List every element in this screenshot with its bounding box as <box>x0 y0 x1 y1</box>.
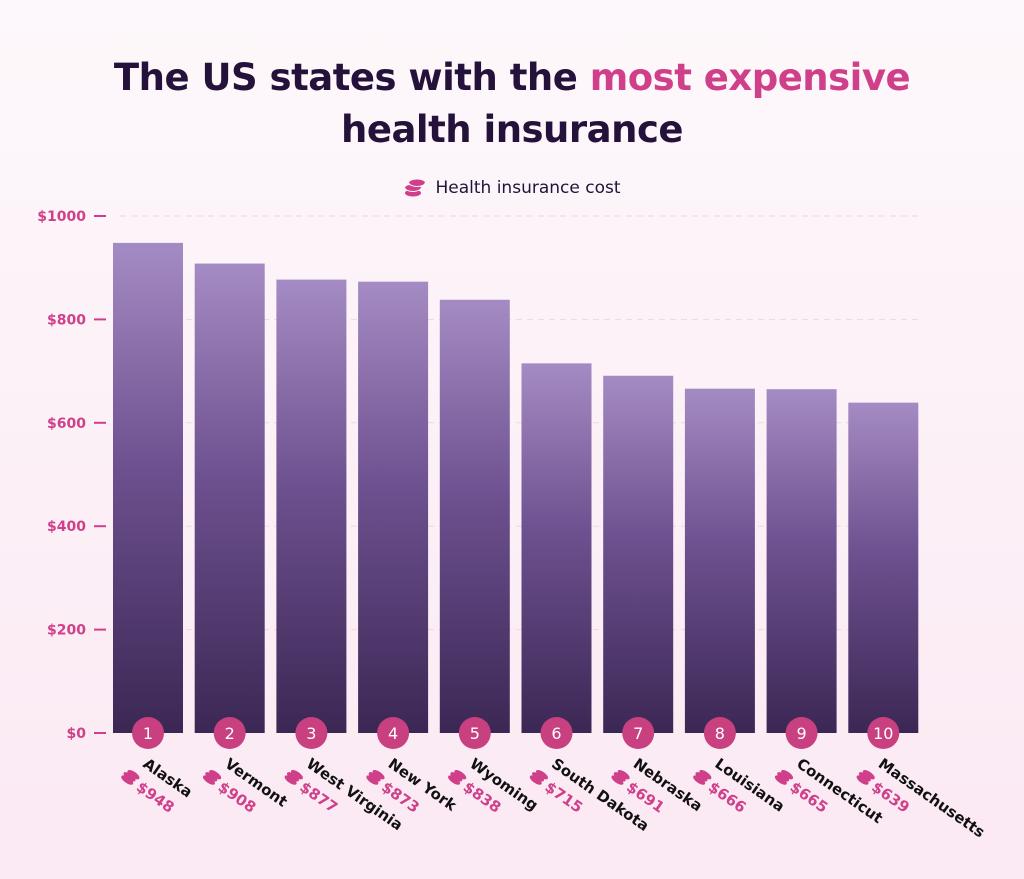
legend: Health insurance cost <box>0 176 1024 200</box>
coins-icon <box>529 769 548 785</box>
rank-number: 5 <box>470 724 480 743</box>
rank-number: 8 <box>715 724 725 743</box>
rank-number: 6 <box>551 724 561 743</box>
y-tick-label: $0 <box>67 726 87 742</box>
category-label-group: Connecticut$665 <box>774 755 886 827</box>
title-part2: health insurance <box>341 108 683 151</box>
coins-icon <box>856 769 875 785</box>
rank-badge <box>622 717 655 749</box>
bar <box>766 389 837 733</box>
coins-icon <box>611 769 630 785</box>
rank-badge <box>295 717 328 749</box>
rank-badge <box>785 717 818 749</box>
chart-title: The US states with the most expensive he… <box>0 52 1024 156</box>
legend-label: Health insurance cost <box>435 178 621 198</box>
coins-icon <box>448 769 467 785</box>
y-tick-label: $200 <box>47 623 86 639</box>
rank-number: 4 <box>388 724 398 743</box>
rank-badge <box>132 717 164 749</box>
bar <box>603 375 674 733</box>
rank-number: 7 <box>633 724 643 743</box>
rank-number: 9 <box>797 724 807 743</box>
coins-icon <box>121 769 140 785</box>
rank-number: 2 <box>225 724 235 743</box>
coins-icon <box>774 769 794 785</box>
bar <box>194 263 265 733</box>
bar <box>439 299 510 733</box>
rank-number: 1 <box>143 724 153 743</box>
rank-badge <box>377 717 410 749</box>
bar <box>521 363 592 733</box>
bar <box>684 388 755 733</box>
rank-number: 3 <box>306 724 316 743</box>
coins-icon <box>366 769 385 785</box>
category-label-group: Wyoming$838 <box>448 755 541 817</box>
coins-icon <box>202 769 222 785</box>
y-tick-label: $600 <box>47 416 86 432</box>
title-part1: The US states with the <box>113 56 590 99</box>
rank-badge <box>458 717 491 749</box>
rank-badge <box>540 717 573 749</box>
bar <box>358 281 429 733</box>
rank-badge <box>867 717 900 749</box>
coins-icon <box>693 769 712 785</box>
coins-icon <box>284 769 303 785</box>
bar <box>848 402 919 733</box>
category-label-group: Louisiana$666 <box>693 755 788 817</box>
y-tick-label: $800 <box>47 312 86 328</box>
rank-number: 10 <box>873 724 893 743</box>
y-tick-label: $400 <box>47 519 86 535</box>
bar <box>113 242 183 733</box>
y-tick-label: $1000 <box>37 209 86 225</box>
title-highlight: most expensive <box>589 56 911 99</box>
coins-icon <box>404 179 426 197</box>
category-label-group: Alaska$948 <box>121 755 196 817</box>
rank-badge <box>703 717 736 749</box>
bar <box>276 279 347 733</box>
rank-badge <box>213 717 246 749</box>
category-label-group: Vermont$908 <box>202 755 291 817</box>
